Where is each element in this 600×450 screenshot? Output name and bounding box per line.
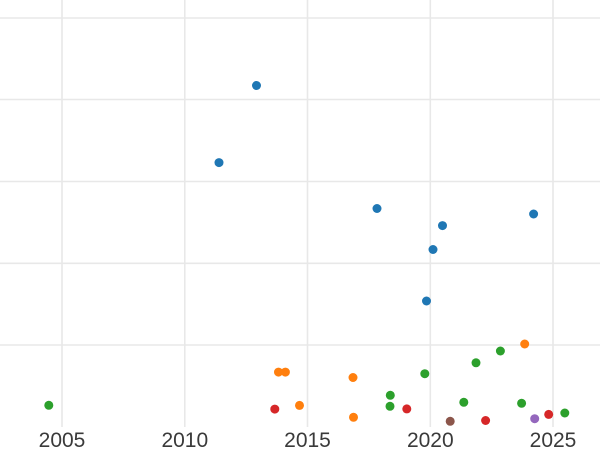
svg-text:2015: 2015 — [284, 429, 331, 450]
svg-text:2020: 2020 — [407, 429, 454, 450]
svg-text:2010: 2010 — [161, 429, 208, 450]
svg-text:2025: 2025 — [530, 429, 577, 450]
svg-text:2005: 2005 — [39, 429, 86, 450]
